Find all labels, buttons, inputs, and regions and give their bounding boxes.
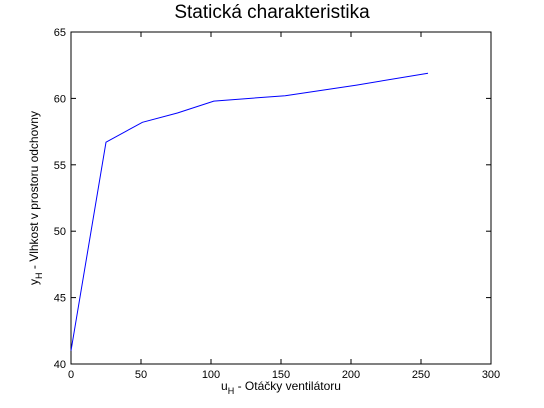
y-axis-label: yH - Vlhkost v prostoru odchovny [27, 111, 44, 285]
y-tick-label: 55 [54, 160, 66, 172]
x-axis-label: uH - Otáčky ventilátoru [221, 379, 341, 396]
chart-title: Statická charakteristika [174, 2, 370, 23]
x-axis-label-subscript: H [228, 386, 235, 396]
x-tick-label: 200 [342, 369, 360, 381]
y-tick-label: 45 [54, 293, 66, 305]
y-axis-label-rest: - Vlhkost v prostoru odchovny [27, 111, 41, 272]
series-line [70, 72, 429, 351]
y-axis-label-main: y [27, 279, 41, 285]
x-tick-label: 0 [68, 369, 74, 381]
x-tick-label: 250 [412, 369, 430, 381]
y-tick-label: 65 [54, 27, 66, 39]
x-axis-label-rest: - Otáčky ventilátoru [234, 379, 341, 393]
y-axis-label-subscript: H [34, 272, 44, 279]
plot-area [70, 31, 492, 365]
axis-ticks [70, 31, 492, 365]
y-tick-label: 60 [54, 93, 66, 105]
x-tick-label: 50 [135, 369, 147, 381]
y-tick-label: 40 [54, 359, 66, 371]
axis-tick-labels: 0 50 100 150 200 250 300 40 45 50 55 60 65 [54, 27, 500, 381]
x-tick-label: 100 [202, 369, 220, 381]
y-tick-label: 50 [54, 226, 66, 238]
x-tick-label: 150 [272, 369, 290, 381]
x-axis-label-main: u [221, 379, 228, 393]
x-tick-label: 300 [482, 369, 500, 381]
series-layer [70, 72, 429, 351]
